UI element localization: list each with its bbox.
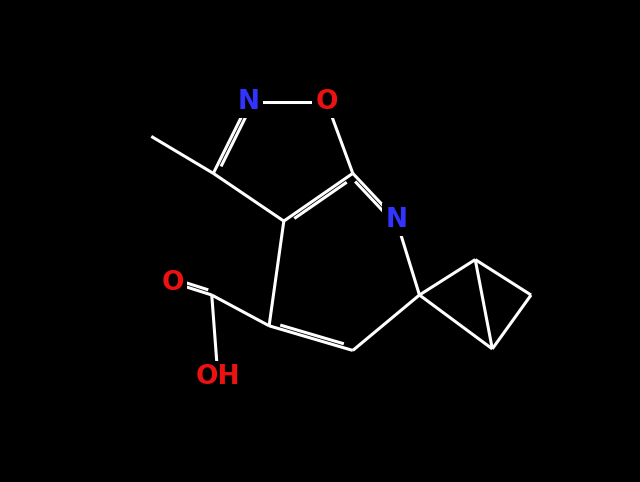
Text: O: O [316,89,338,115]
Text: N: N [385,207,407,232]
Text: OH: OH [196,364,240,390]
Text: O: O [162,270,184,295]
Text: N: N [238,89,260,115]
